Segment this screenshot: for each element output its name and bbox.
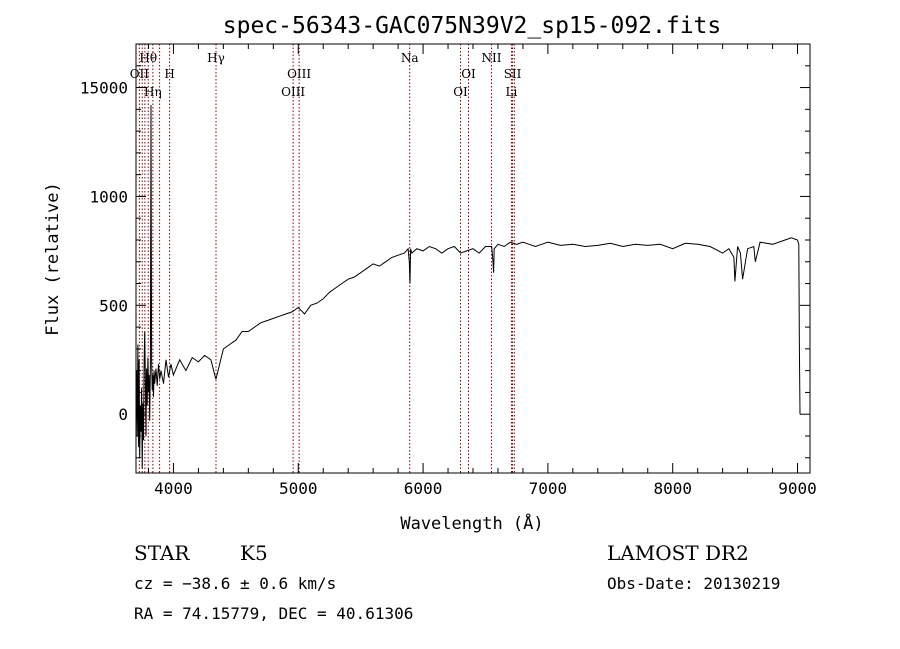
object-type: STAR	[134, 541, 190, 565]
y-tick-label: 1000	[89, 187, 128, 206]
line-label: Hγ	[207, 51, 225, 65]
x-tick-label: 8000	[653, 479, 692, 498]
line-label: SII	[504, 67, 522, 81]
line-label: OI	[461, 67, 476, 81]
line-label: OIII	[287, 67, 311, 81]
y-tick-label: 500	[99, 296, 128, 315]
x-tick-label: 9000	[778, 479, 817, 498]
x-tick-label: 4000	[154, 479, 193, 498]
line-label: OII	[130, 67, 150, 81]
subclass: K5	[240, 541, 268, 565]
survey-name: LAMOST DR2	[607, 541, 749, 565]
line-label: Na	[401, 51, 419, 65]
x-tick-label: 6000	[404, 479, 443, 498]
y-axis-label: Flux (relative)	[43, 182, 63, 336]
chart-title: spec-56343-GAC075N39V2_sp15-092.fits	[223, 13, 722, 39]
x-axis-label: Wavelength (Å)	[400, 512, 543, 534]
plot-frame	[135, 43, 811, 474]
plot-area: 4000 5000 6000 7000 8000 9000 0 500 1000 15000 Hθ O…	[80, 43, 817, 498]
redshift-cz: cz = −38.6 ± 0.6 km/s	[134, 574, 337, 593]
x-tick-label: 7000	[529, 479, 568, 498]
line-label: H	[164, 67, 174, 81]
y-tick-label: 0	[118, 405, 128, 424]
coordinates: RA = 74.15779, DEC = 40.61306	[134, 604, 414, 623]
line-label: NII	[481, 51, 501, 65]
y-tick-label: 15000	[80, 79, 128, 98]
line-label: Hθ	[139, 51, 157, 65]
line-label: OI	[453, 85, 468, 99]
observation-date: Obs-Date: 20130219	[607, 574, 781, 593]
line-label: Li	[506, 85, 518, 99]
x-tick-label: 5000	[279, 479, 318, 498]
line-label: Hη	[144, 85, 162, 99]
spectrum-line	[136, 104, 801, 469]
line-label: OIII	[281, 85, 305, 99]
